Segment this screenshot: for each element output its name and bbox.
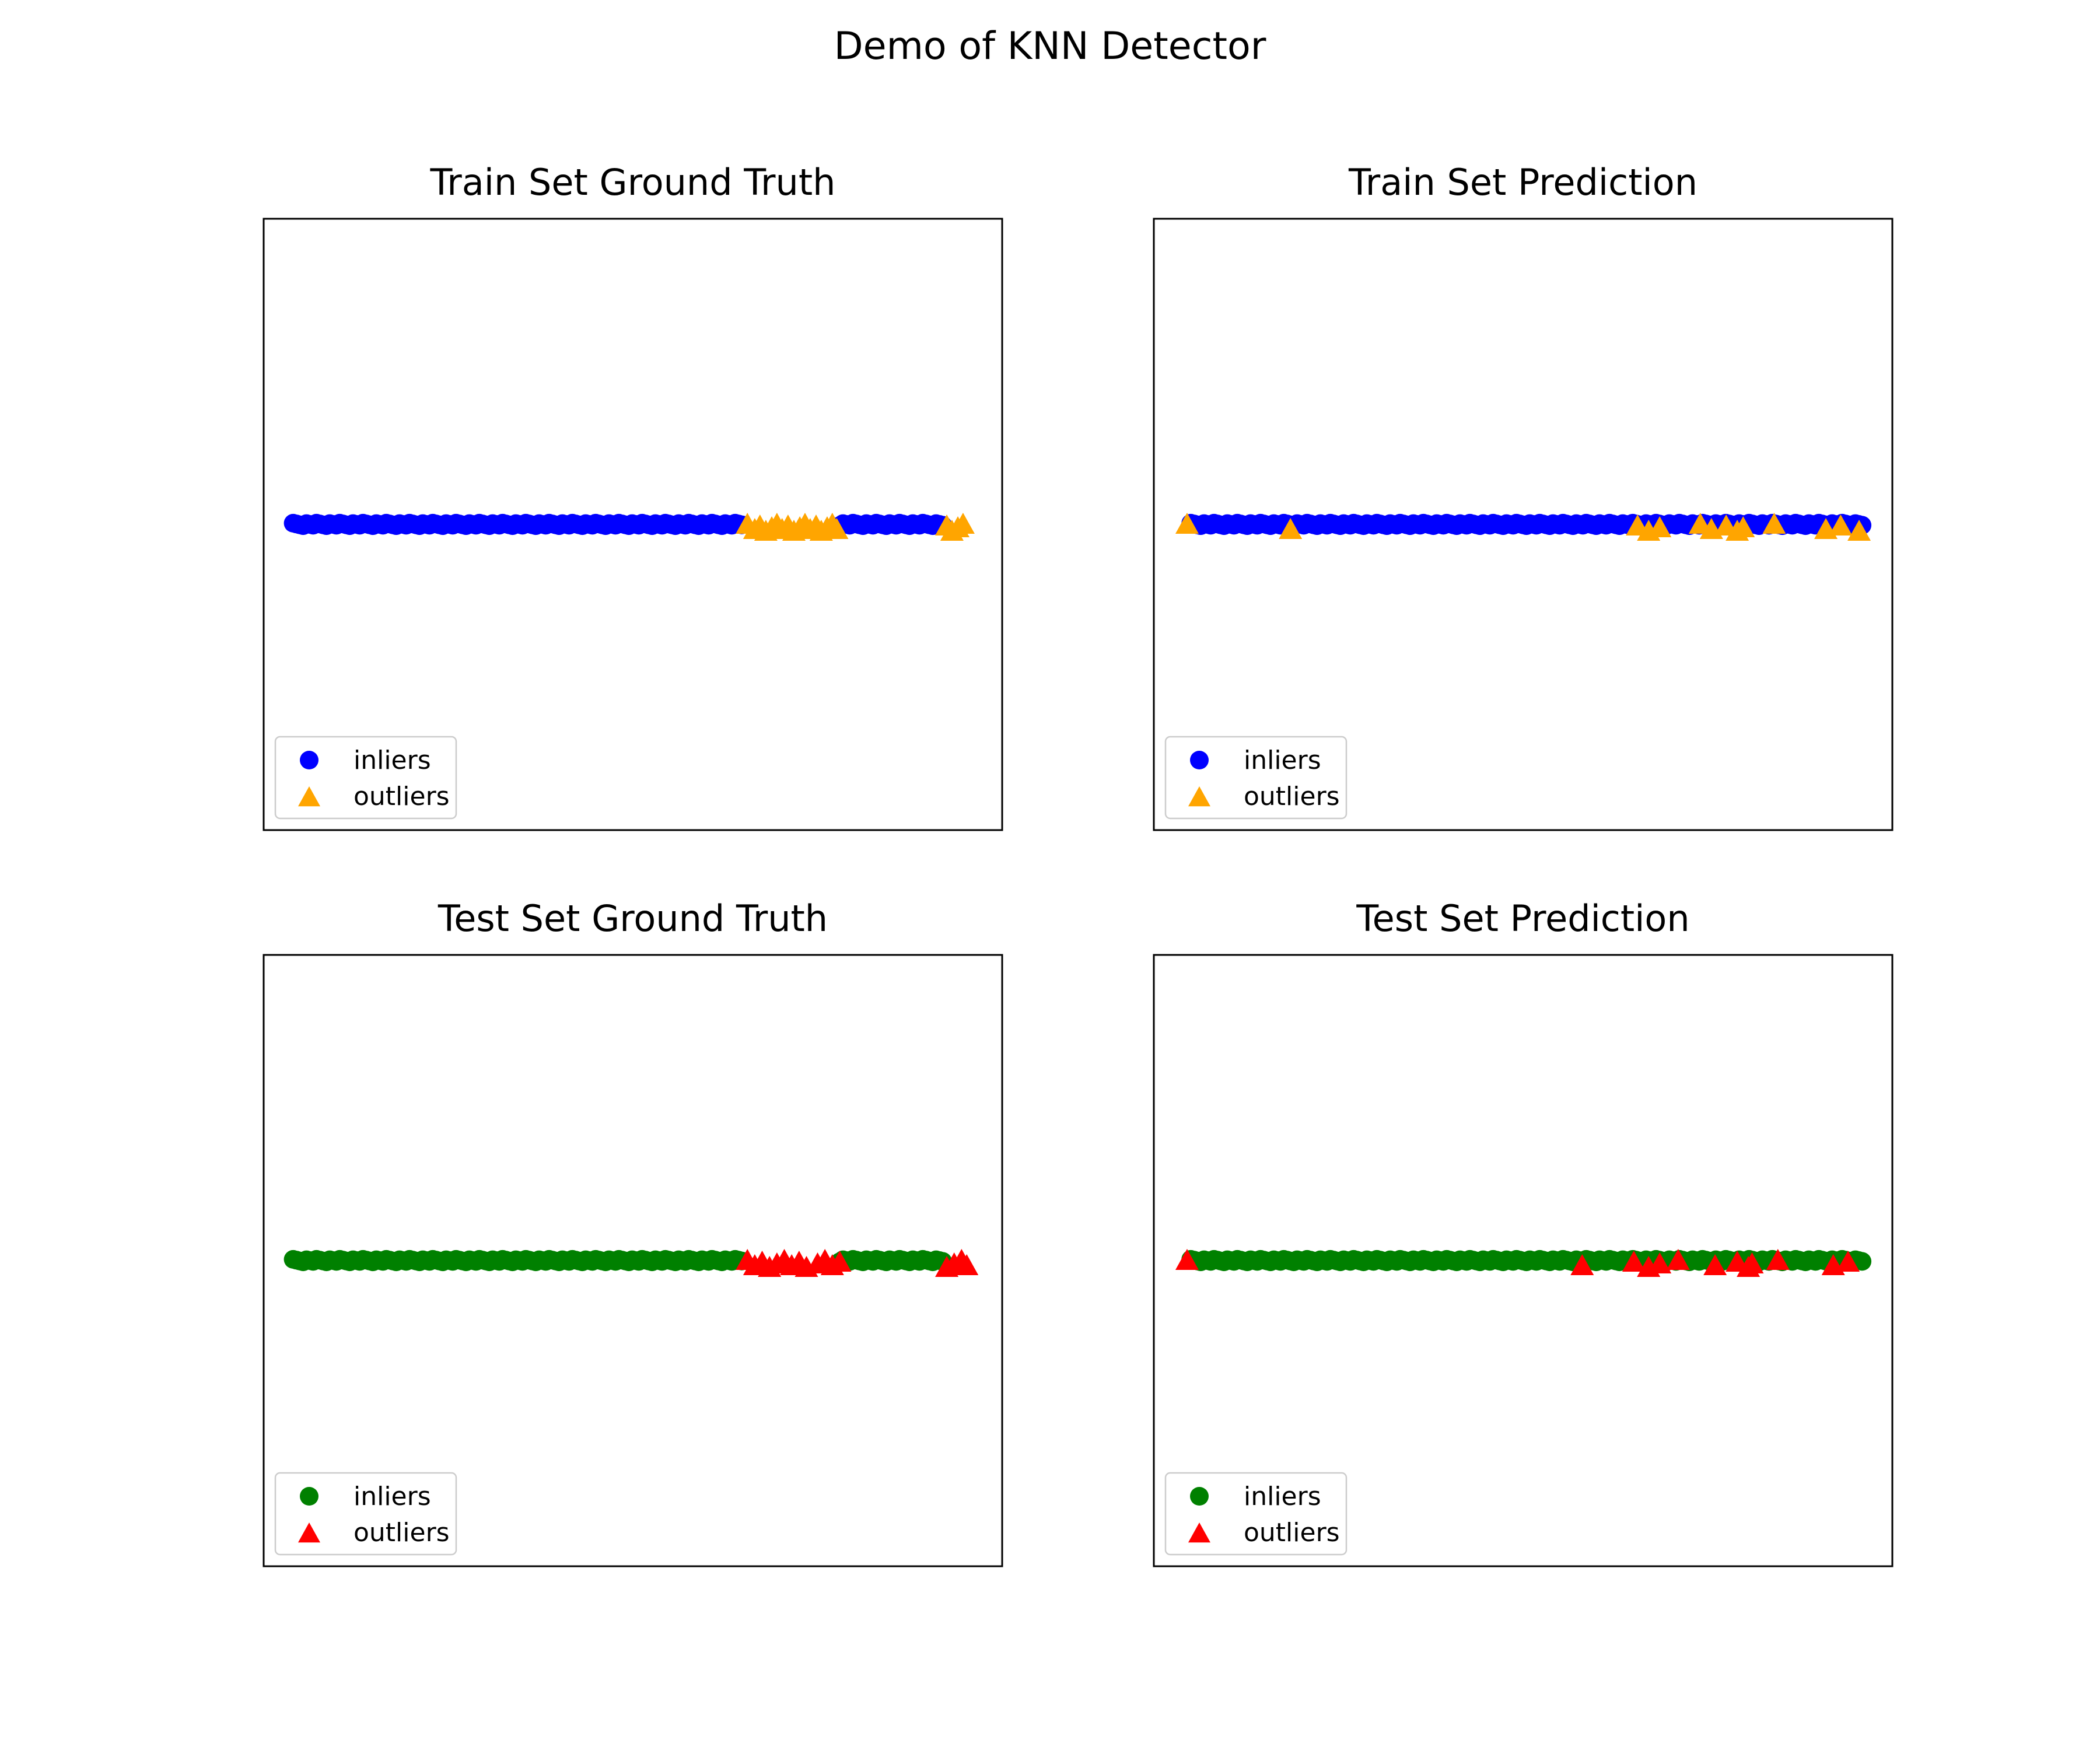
panel-title: Train Set Prediction (1349, 161, 1698, 204)
inlier-point (1853, 1252, 1872, 1271)
outlier-point (1829, 514, 1853, 536)
legend-label-inliers: inliers (354, 1482, 431, 1511)
legend-label-outliers: outliers (1244, 1518, 1340, 1548)
outlier-point (955, 1254, 979, 1275)
legend-label-outliers: outliers (1244, 782, 1340, 811)
panel-test-prediction: Test Set Prediction inliers outliers (1153, 892, 1894, 1567)
scatter-plot: inliers outliers (262, 218, 1003, 831)
legend: inliers outliers (1164, 736, 1348, 820)
outlier-point (1648, 516, 1672, 537)
outlier-point (1175, 1249, 1199, 1270)
outlier-point (1731, 516, 1755, 537)
outlier-point (1175, 513, 1199, 534)
legend-label-inliers: inliers (1244, 1482, 1321, 1511)
outlier-point (1622, 1251, 1646, 1272)
legend-outlier-marker (1188, 1522, 1210, 1543)
outlier-point (1836, 1251, 1860, 1272)
legend-label-inliers: inliers (354, 746, 431, 775)
legend-frame (274, 1472, 457, 1556)
legend-outlier-marker (298, 786, 320, 807)
outlier-point (1740, 1252, 1764, 1273)
panel-test-ground-truth: Test Set Ground Truth inliers outliers (262, 892, 1003, 1567)
legend-inlier-marker (1190, 751, 1209, 769)
legend-inlier-marker (1190, 1487, 1209, 1506)
legend-inlier-marker (300, 751, 318, 769)
legend-frame (1164, 1472, 1348, 1556)
panel-title: Test Set Ground Truth (438, 897, 828, 940)
legend-frame (274, 736, 457, 820)
scatter-plot: inliers outliers (262, 954, 1003, 1567)
legend-outlier-marker (1188, 786, 1210, 807)
legend-label-inliers: inliers (1244, 746, 1321, 775)
outlier-point (1666, 1249, 1690, 1270)
outlier-point (828, 1251, 852, 1272)
outlier-point (1703, 1254, 1727, 1275)
legend: inliers outliers (274, 1472, 457, 1556)
scatter-plot: inliers outliers (1153, 954, 1894, 1567)
panel-title: Test Set Prediction (1356, 897, 1690, 940)
outlier-point (1648, 1252, 1672, 1273)
legend: inliers outliers (274, 736, 457, 820)
legend-inlier-marker (300, 1487, 318, 1506)
legend-frame (1164, 736, 1348, 820)
panel-train-prediction: Train Set Prediction inliers outliers (1153, 156, 1894, 831)
legend-outlier-marker (298, 1522, 320, 1543)
panel-train-ground-truth: Train Set Ground Truth inliers outliers (262, 156, 1003, 831)
outlier-point (1762, 513, 1786, 534)
legend-label-outliers: outliers (354, 782, 450, 811)
outlier-point (951, 513, 975, 534)
outlier-point (825, 518, 849, 539)
legend: inliers outliers (1164, 1472, 1348, 1556)
panel-title: Train Set Ground Truth (430, 161, 836, 204)
legend-label-outliers: outliers (354, 1518, 450, 1548)
outlier-point (1279, 518, 1303, 539)
outlier-point (1570, 1254, 1594, 1275)
figure-title: Demo of KNN Detector (834, 24, 1266, 68)
scatter-plot: inliers outliers (1153, 218, 1894, 831)
outlier-point (1847, 520, 1871, 541)
outlier-point (1766, 1249, 1790, 1270)
